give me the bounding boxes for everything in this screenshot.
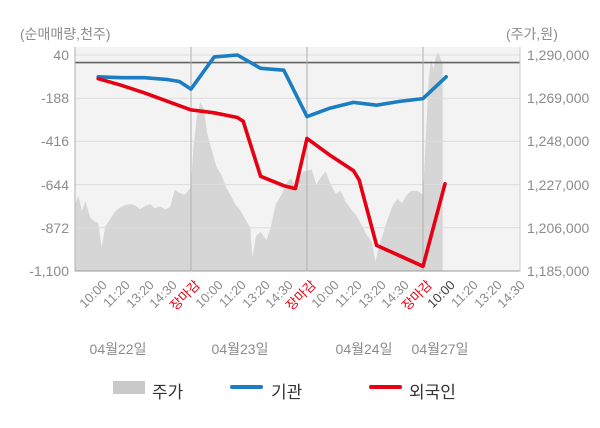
left-axis-tick-label: -1,100: [29, 263, 69, 279]
right-axis-tick-label: 1,269,000: [527, 90, 590, 106]
legend-line-swatch: [230, 385, 263, 389]
x-axis-date-label: 04월24일: [335, 341, 393, 357]
legend-label: 외국인: [409, 383, 456, 402]
legend: 주가 기관 외국인: [0, 376, 600, 402]
left-axis-tick-label: -872: [40, 220, 69, 236]
right-axis-title: (주가,원): [506, 26, 558, 42]
right-axis-tick-label: 1,290,000: [527, 47, 590, 63]
left-axis-title: (순매매량,천주): [20, 26, 111, 42]
institution-line-series: [96, 53, 449, 119]
left-axis-tick-label: 40: [53, 47, 69, 63]
right-axis-tick-label: 1,206,000: [527, 220, 590, 236]
price-area-series: [75, 51, 443, 272]
legend-area-swatch: [113, 381, 145, 394]
x-axis-date-label: 04월22일: [89, 341, 147, 357]
legend-label: 기관: [271, 383, 303, 402]
x-axis-date-label: 04월23일: [211, 341, 269, 357]
left-axis-tick-label: -644: [40, 177, 69, 193]
left-axis-tick-label: -188: [40, 90, 69, 106]
legend-line-swatch: [369, 385, 402, 389]
x-axis-date-label: 04월27일: [411, 341, 469, 357]
right-axis-tick-label: 1,185,000: [527, 263, 590, 279]
right-axis-tick-label: 1,248,000: [527, 133, 590, 149]
left-axis-tick-label: -416: [40, 133, 69, 149]
legend-label: 주가: [152, 383, 184, 402]
foreigner-line-series: [96, 76, 447, 269]
right-axis-tick-label: 1,227,000: [527, 177, 590, 193]
